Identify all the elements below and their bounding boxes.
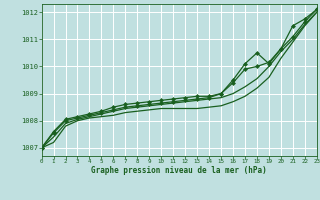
X-axis label: Graphe pression niveau de la mer (hPa): Graphe pression niveau de la mer (hPa) — [91, 166, 267, 175]
